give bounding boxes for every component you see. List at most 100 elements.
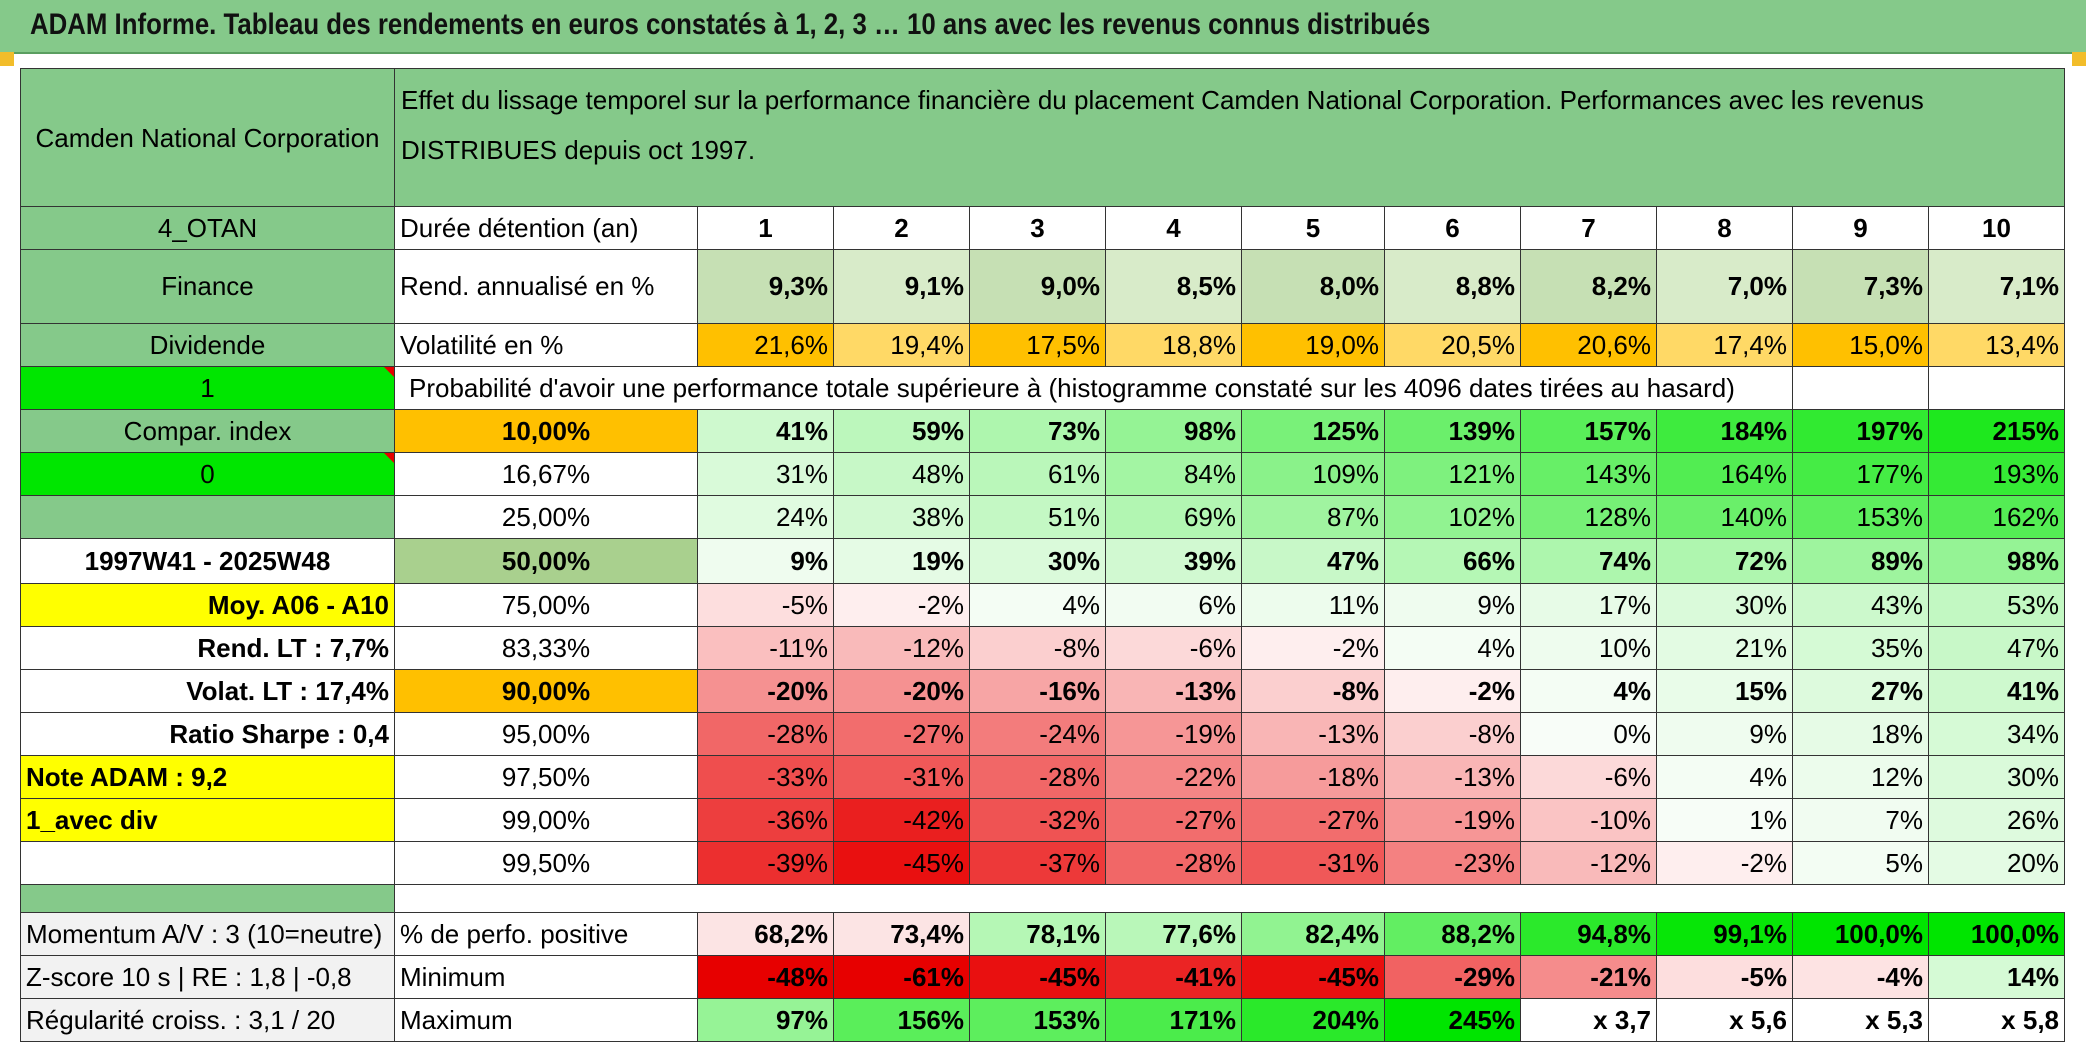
annual-return-value: 8,5% xyxy=(1105,249,1242,324)
quantile-value: 41% xyxy=(1928,669,2065,713)
quantile-value: -45% xyxy=(833,841,970,885)
quantile-value: 215% xyxy=(1928,409,2065,453)
quantile-label: 99,50% xyxy=(394,841,698,885)
quantile-value: 11% xyxy=(1241,583,1385,627)
quantile-value: -19% xyxy=(1105,712,1242,756)
stat-value: 78,1% xyxy=(969,912,1106,956)
stat-value: 171% xyxy=(1105,998,1242,1042)
stat-value: 73,4% xyxy=(833,912,970,956)
quantile-label: 75,00% xyxy=(394,583,698,627)
quantile-value: -6% xyxy=(1105,626,1242,670)
quantile-value: 34% xyxy=(1928,712,2065,756)
quantile-value: 18% xyxy=(1792,712,1929,756)
quantile-row: Note ADAM : 9,2 97,50% -33% -31% -28% -22% -18… xyxy=(20,755,2065,799)
quantile-value: -13% xyxy=(1105,669,1242,713)
flag-zero: 0 xyxy=(20,452,395,496)
quantile-row: Compar. index 10,00% 41% 59% 73% 98% 125% 139% 1… xyxy=(20,409,2065,453)
quantile-value: 66% xyxy=(1384,538,1521,584)
annual-return-value: 9,3% xyxy=(697,249,834,324)
average-label: Moy. A06 - A10 xyxy=(20,583,395,627)
report-title-bar: ADAM Informe. Tableau des rendements en … xyxy=(0,0,2086,54)
stat-value: x 5,8 xyxy=(1928,998,2065,1042)
year-header: 10 xyxy=(1928,206,2065,250)
long-term-return: Rend. LT : 7,7% xyxy=(20,626,395,670)
stat-value: 245% xyxy=(1384,998,1521,1042)
quantile-row: Ratio Sharpe : 0,4 95,00% -28% -27% -24% -19%… xyxy=(20,712,2065,756)
quantile-value: 87% xyxy=(1241,495,1385,539)
annual-return-value: 8,8% xyxy=(1384,249,1521,324)
positive-row: Momentum A/V : 3 (10=neutre)% de perfo. … xyxy=(20,912,2065,956)
quantile-label: 95,00% xyxy=(394,712,698,756)
stat-value: 99,1% xyxy=(1656,912,1793,956)
quantile-value: 9% xyxy=(1384,583,1521,627)
empty-cell xyxy=(395,885,2065,913)
quantile-row: 99,50% -39% -45% -37% -28% -31% -23% -12% -2% 5% 2… xyxy=(20,841,2065,885)
year-header: 6 xyxy=(1384,206,1521,250)
annual-return-value: 9,1% xyxy=(833,249,970,324)
quantile-label: 16,67% xyxy=(394,452,698,496)
quantile-value: -39% xyxy=(697,841,834,885)
stat-value: x 5,6 xyxy=(1656,998,1793,1042)
quantile-value: 5% xyxy=(1792,841,1929,885)
stat-value: 153% xyxy=(969,998,1106,1042)
compar-index-label: Compar. index xyxy=(20,409,395,453)
quantile-value: -24% xyxy=(969,712,1106,756)
volatility-value: 17,5% xyxy=(969,323,1106,367)
quantile-value: -2% xyxy=(833,583,970,627)
stat-value: 204% xyxy=(1241,998,1385,1042)
quantile-value: 31% xyxy=(697,452,834,496)
annual-return-value: 8,0% xyxy=(1241,249,1385,324)
quantile-value: -36% xyxy=(697,798,834,842)
volatility-value: 19,4% xyxy=(833,323,970,367)
quantile-value: -2% xyxy=(1241,626,1385,670)
long-term-volatility: Volat. LT : 17,4% xyxy=(20,669,395,713)
probability-caption: Probabilité d'avoir une performance tota… xyxy=(409,372,1735,403)
quantile-value: 19% xyxy=(833,538,970,584)
quantile-value: 47% xyxy=(1241,538,1385,584)
annual-return-value: 9,0% xyxy=(969,249,1106,324)
return-label: Rend. annualisé en % xyxy=(394,249,698,324)
quantile-value: -27% xyxy=(1105,798,1242,842)
volatility-label: Volatilité en % xyxy=(394,323,698,367)
quantile-value: -20% xyxy=(833,669,970,713)
quantile-value: -27% xyxy=(833,712,970,756)
stat-value: -61% xyxy=(833,955,970,999)
annual-return-value: 7,3% xyxy=(1792,249,1929,324)
stat-value: 14% xyxy=(1928,955,2065,999)
stat-value: -21% xyxy=(1520,955,1657,999)
quantile-value: 193% xyxy=(1928,452,2065,496)
quantile-value: 102% xyxy=(1384,495,1521,539)
quantile-value: 4% xyxy=(1656,755,1793,799)
quantile-row: 1_avec div 99,00% -36% -42% -32% -27% -27% -19%… xyxy=(20,798,2065,842)
quantile-label: 10,00% xyxy=(394,409,698,453)
quantile-value: 153% xyxy=(1792,495,1929,539)
volatility-value: 13,4% xyxy=(1928,323,2065,367)
quantile-row: Rend. LT : 7,7% 83,33% -11% -12% -8% -6% -2% 4%… xyxy=(20,626,2065,670)
quantile-value: -12% xyxy=(1520,841,1657,885)
quantile-value: 21% xyxy=(1656,626,1793,670)
stat-value: 100,0% xyxy=(1928,912,2065,956)
quantile-value: -10% xyxy=(1520,798,1657,842)
quantile-value: 197% xyxy=(1792,409,1929,453)
dividend-mode: 1_avec div xyxy=(20,798,395,842)
quantile-value: -31% xyxy=(833,755,970,799)
quantile-value: -20% xyxy=(697,669,834,713)
quantile-value: -5% xyxy=(697,583,834,627)
quantile-value: 51% xyxy=(969,495,1106,539)
header-row: Camden National Corporation Effet du lis… xyxy=(20,68,2065,207)
quantile-label: 50,00% xyxy=(394,538,698,584)
year-header: 1 xyxy=(697,206,834,250)
quantile-value: 30% xyxy=(1656,583,1793,627)
stat-value: -29% xyxy=(1384,955,1521,999)
year-header: 4 xyxy=(1105,206,1242,250)
quantile-label: 90,00% xyxy=(394,669,698,713)
dividend-label: Dividende xyxy=(20,323,395,367)
years-row: 4_OTAN Durée détention (an) 1 2 3 4 5 6 7 8 9 10 xyxy=(20,206,2065,250)
table-description: Effet du lissage temporel sur la perform… xyxy=(394,68,2065,207)
quantile-value: 177% xyxy=(1792,452,1929,496)
quantile-value: 74% xyxy=(1520,538,1657,584)
volatility-value: 15,0% xyxy=(1792,323,1929,367)
quantile-value: -32% xyxy=(969,798,1106,842)
volatility-value: 19,0% xyxy=(1241,323,1385,367)
quantile-value: 35% xyxy=(1792,626,1929,670)
